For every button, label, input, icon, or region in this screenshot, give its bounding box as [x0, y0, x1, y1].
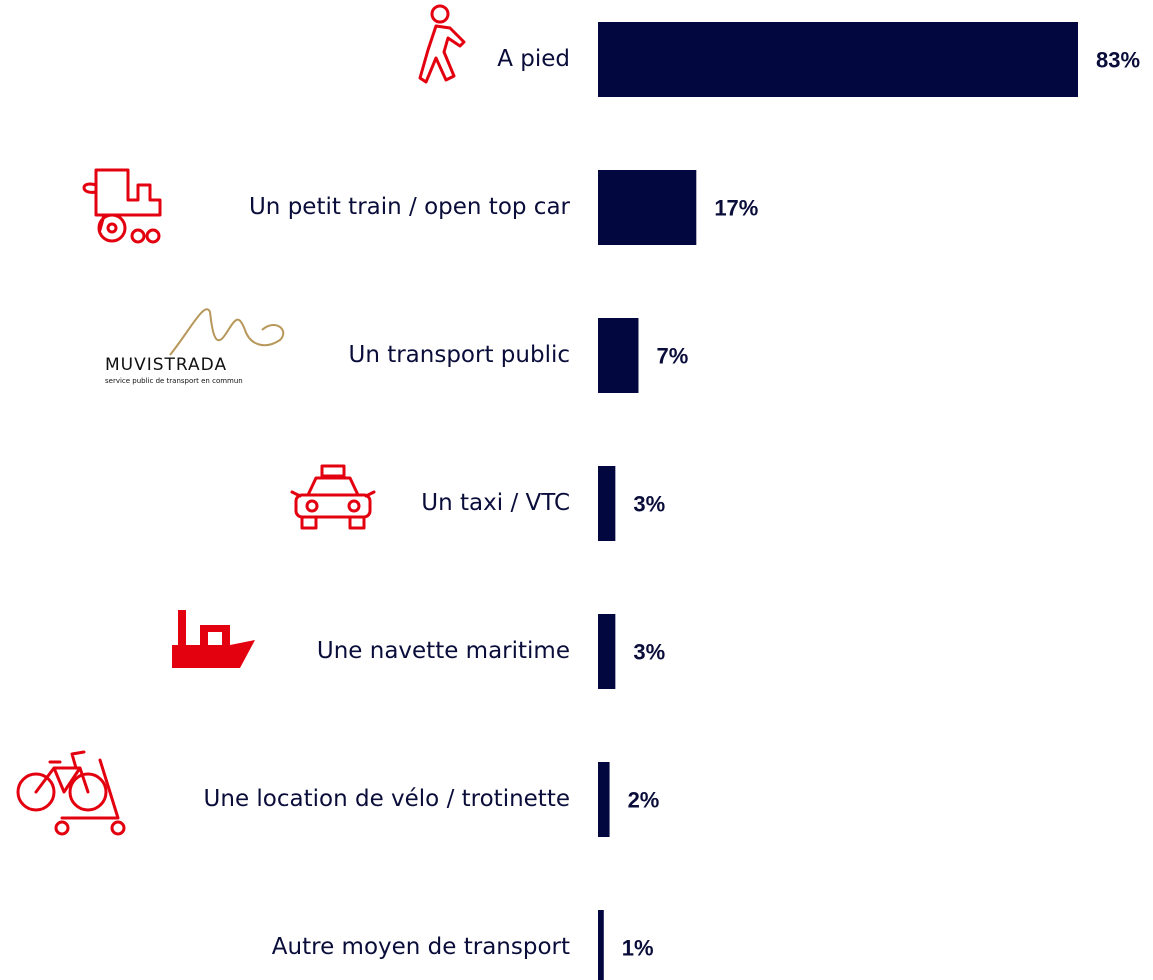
- category-label: A pied: [497, 46, 570, 72]
- logo-name: MUVISTRADA: [105, 355, 227, 375]
- boat-icon: [172, 610, 255, 668]
- logo-tagline: service public de transport en commun: [105, 377, 243, 385]
- walk-icon: [418, 4, 466, 84]
- value-label: 3%: [633, 639, 665, 664]
- bar: [598, 318, 639, 393]
- bar: [598, 762, 610, 837]
- category-label: Un transport public: [348, 342, 570, 368]
- category-label: Une navette maritime: [317, 638, 570, 664]
- category-label: Autre moyen de transport: [272, 934, 570, 960]
- value-label: 1%: [622, 935, 654, 960]
- value-label: 7%: [656, 343, 688, 368]
- category-label: Un petit train / open top car: [249, 194, 571, 220]
- taxi-icon: [290, 464, 376, 530]
- value-label: 2%: [628, 787, 660, 812]
- category-label: Une location de vélo / trotinette: [204, 786, 570, 812]
- value-label: 17%: [714, 195, 758, 220]
- bike-icon: [16, 750, 126, 836]
- muvistrada-logo: MUVISTRADA service public de transport e…: [105, 308, 285, 385]
- train-icon: [82, 168, 162, 244]
- bar: [598, 466, 616, 541]
- value-label: 3%: [633, 491, 665, 516]
- category-label: Un taxi / VTC: [421, 490, 570, 516]
- bar: [598, 22, 1078, 97]
- bar: [598, 170, 697, 245]
- bar: [598, 910, 604, 980]
- bar: [598, 614, 616, 689]
- value-label: 83%: [1096, 47, 1140, 72]
